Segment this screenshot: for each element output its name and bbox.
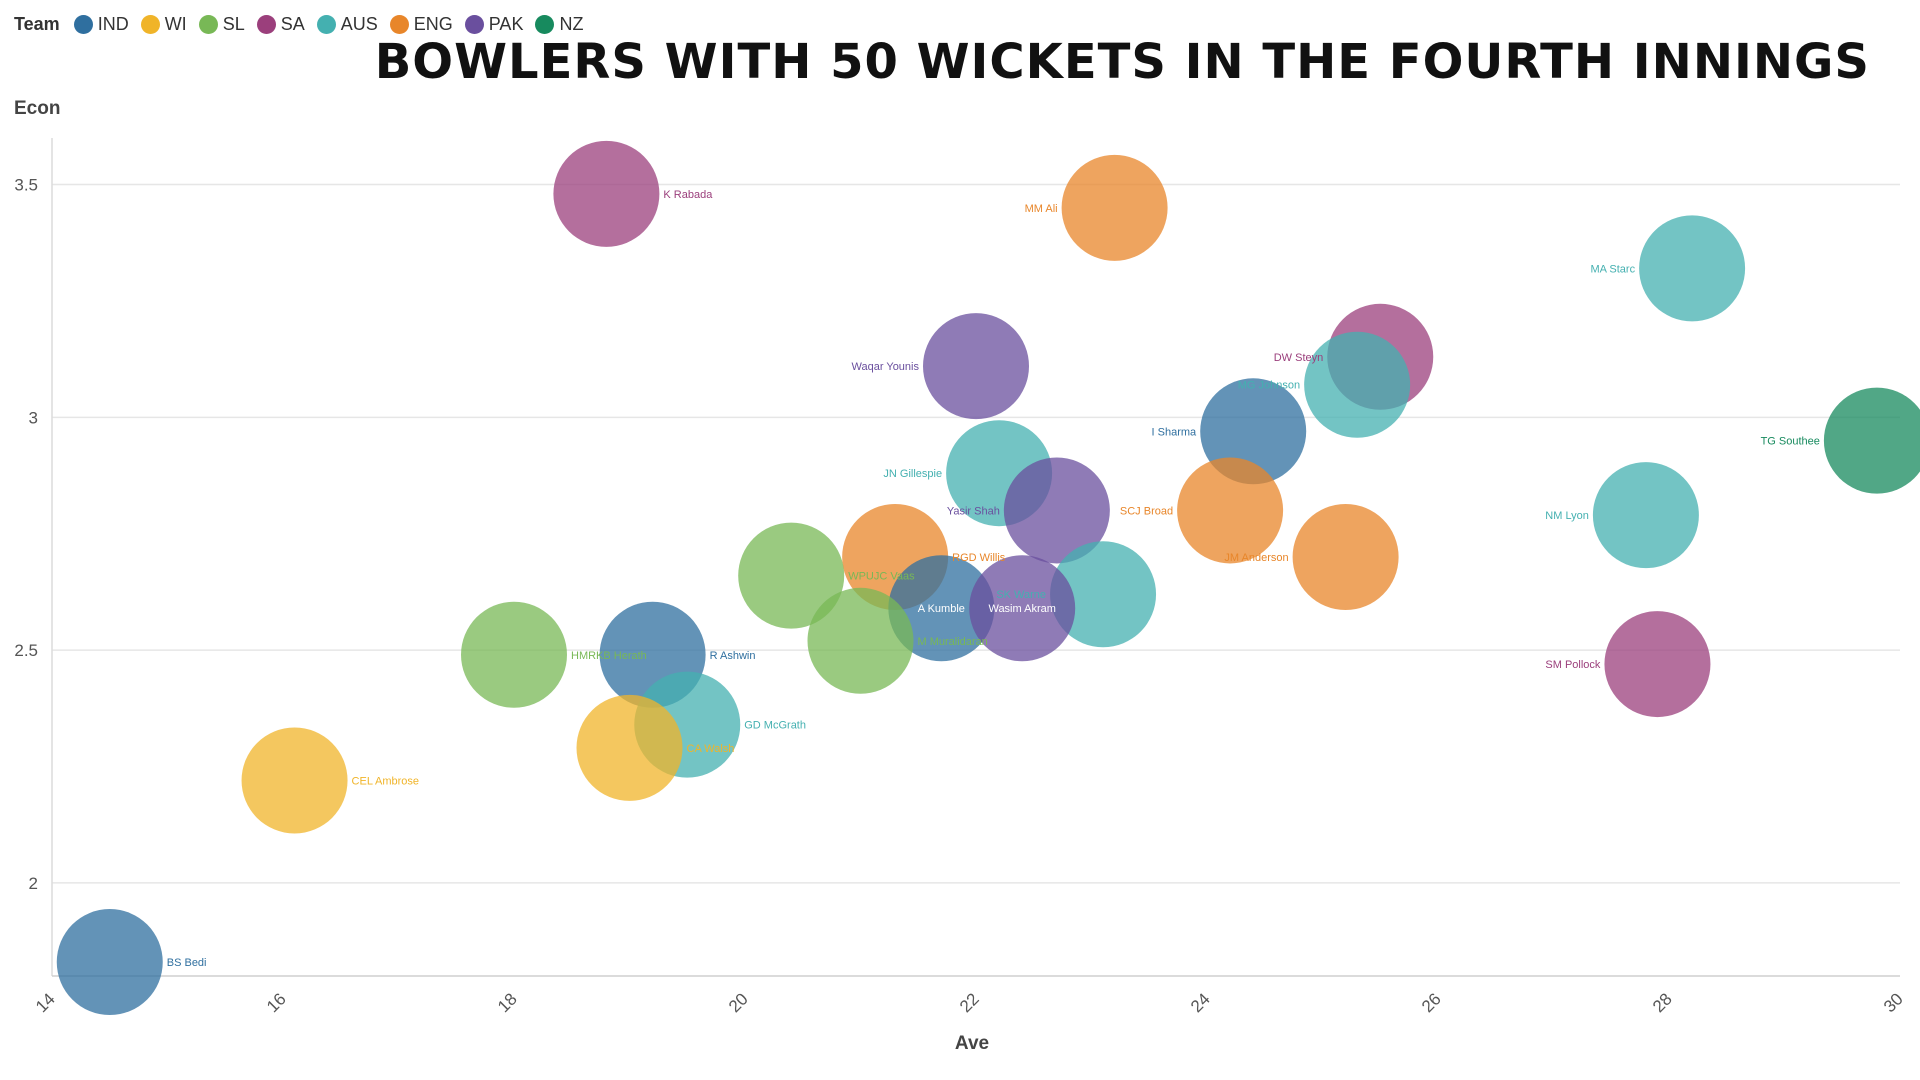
- legend-label: NZ: [559, 14, 584, 34]
- point-label: NM Lyon: [1545, 510, 1589, 522]
- bubble-yasir-shah[interactable]: [1003, 457, 1110, 564]
- legend-title: Team: [14, 14, 60, 34]
- point-label: A Kumble: [918, 603, 965, 615]
- point-label: BS Bedi: [167, 957, 207, 969]
- point-label: SM Pollock: [1545, 659, 1601, 671]
- x-tick-label: 30: [1880, 989, 1907, 1016]
- point-label: WPUJC Vaas: [848, 571, 915, 583]
- legend-item-wi[interactable]: WI: [140, 14, 187, 35]
- point-label: MA Starc: [1590, 263, 1635, 275]
- legend-label: SL: [222, 14, 245, 34]
- bubble-a-kumble[interactable]: [888, 555, 995, 662]
- point-label: Waqar Younis: [852, 361, 920, 373]
- bubble-k-rabada[interactable]: [553, 140, 660, 247]
- legend-swatch-icon: [140, 15, 160, 34]
- legend-swatch-icon: [389, 15, 409, 34]
- y-tick-label: 3: [29, 408, 38, 427]
- point-label: MG Johnson: [1238, 380, 1300, 392]
- legend-swatch-icon: [256, 15, 276, 34]
- y-tick-label: 3.5: [14, 176, 38, 195]
- legend-swatch-icon: [198, 15, 218, 34]
- legend-item-ind[interactable]: IND: [73, 14, 129, 35]
- legend-label: AUS: [340, 14, 378, 34]
- bubble-jm-anderson[interactable]: [1292, 504, 1399, 610]
- legend-label: WI: [164, 14, 187, 34]
- x-tick-label: 28: [1649, 989, 1676, 1016]
- point-label: CA Walsh: [687, 743, 735, 755]
- x-tick-label: 24: [1187, 989, 1214, 1016]
- point-labels: K Rabada MM Ali MA Starc DW Steyn Waqar Youn…: [167, 189, 1820, 969]
- legend-item-sl[interactable]: SL: [198, 14, 245, 35]
- x-tick-label: 20: [725, 989, 752, 1016]
- point-label: I Sharma: [1152, 426, 1198, 438]
- bubble-tg-southee[interactable]: [1823, 387, 1920, 494]
- bubble-waqar-younis[interactable]: [923, 313, 1029, 420]
- legend-swatch-icon: [73, 15, 93, 34]
- legend-item-eng[interactable]: ENG: [389, 14, 453, 35]
- x-axis-label: Ave: [955, 1033, 989, 1054]
- x-tick-label: 14: [32, 989, 59, 1016]
- bubble-cel-ambrose[interactable]: [241, 727, 348, 834]
- point-label: HMRKB Herath: [571, 650, 647, 662]
- point-label: K Rabada: [663, 189, 713, 201]
- legend-swatch-icon: [316, 15, 336, 34]
- bubble-wpujc-vaas[interactable]: [738, 522, 845, 629]
- x-tick-label: 18: [494, 989, 521, 1016]
- x-tick-label: 22: [956, 989, 983, 1016]
- y-tick-label: 2.5: [14, 641, 38, 660]
- bubble-mm-ali[interactable]: [1061, 154, 1168, 261]
- bubble-nm-lyon[interactable]: [1592, 462, 1699, 569]
- point-label: TG Southee: [1761, 436, 1820, 448]
- legend-item-pak[interactable]: PAK: [464, 14, 524, 35]
- x-tick-label: 26: [1418, 989, 1445, 1016]
- bubble-bs-bedi[interactable]: [56, 909, 163, 1016]
- y-tick-label: 2: [29, 874, 38, 893]
- bubbles: [56, 140, 1920, 1016]
- point-label: Wasim Akram: [988, 603, 1055, 615]
- point-label: DW Steyn: [1274, 352, 1324, 364]
- point-label: MM Ali: [1025, 203, 1058, 215]
- legend-swatch-icon: [464, 15, 484, 34]
- legend-item-sa[interactable]: SA: [256, 14, 305, 35]
- point-label: SCJ Broad: [1120, 505, 1173, 517]
- x-tick-label: 16: [263, 989, 290, 1016]
- bubble-m-muralidaran[interactable]: [807, 587, 914, 694]
- bubble-ma-starc[interactable]: [1639, 215, 1746, 322]
- point-label: R Ashwin: [710, 650, 756, 662]
- point-label: JN Gillespie: [883, 468, 942, 480]
- bubble-sm-pollock[interactable]: [1604, 611, 1711, 718]
- legend-label: ENG: [413, 14, 453, 34]
- bubble-scj-broad[interactable]: [1177, 457, 1284, 564]
- bubble-mg-johnson[interactable]: [1304, 331, 1411, 438]
- legend-item-aus[interactable]: AUS: [316, 14, 378, 35]
- legend-swatch-icon: [535, 15, 555, 34]
- legend-label: PAK: [488, 14, 524, 34]
- point-label: SK Warne: [996, 589, 1046, 601]
- point-label: Yasir Shah: [947, 505, 1000, 517]
- bubble-wasim-akram[interactable]: [969, 555, 1076, 662]
- point-label: M Muralidaran: [918, 636, 988, 648]
- point-label: RGD Willis: [952, 552, 1006, 564]
- point-label: GD McGrath: [744, 720, 806, 732]
- legend-items: IND WI SL SA AUS ENG PAK NZ: [73, 14, 583, 35]
- chart-title: BOWLERS WITH 50 WICKETS IN THE FOURTH IN…: [374, 34, 1870, 90]
- legend-label: SA: [280, 14, 305, 34]
- legend: Team IND WI SL SA AUS ENG PAK NZ: [14, 14, 583, 35]
- bubble-hmrkb-herath[interactable]: [461, 601, 567, 708]
- y-axis-label: Econ: [14, 98, 60, 119]
- legend-label: IND: [97, 14, 129, 34]
- bubble-ca-walsh[interactable]: [576, 694, 683, 801]
- point-label: JM Anderson: [1224, 552, 1288, 564]
- legend-item-nz[interactable]: NZ: [535, 14, 583, 35]
- bubble-sk-warne[interactable]: [1050, 541, 1157, 648]
- point-label: CEL Ambrose: [352, 775, 419, 787]
